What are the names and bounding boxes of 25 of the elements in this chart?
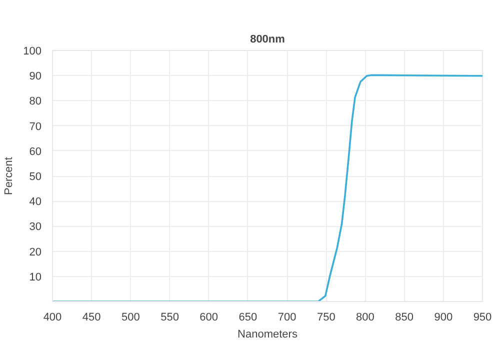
x-tick-label: 750 bbox=[316, 312, 336, 324]
x-tick-label: 650 bbox=[238, 312, 258, 324]
x-tick-label: 900 bbox=[434, 312, 453, 324]
x-tick-label: 500 bbox=[122, 312, 140, 324]
x-tick-label: 450 bbox=[82, 312, 101, 324]
y-tick-label: 40 bbox=[29, 196, 42, 208]
y-tick-label: 90 bbox=[29, 70, 42, 83]
y-tick-label: 20 bbox=[29, 246, 42, 258]
x-tick-label: 800 bbox=[356, 312, 374, 324]
y-tick-label: 70 bbox=[29, 120, 42, 133]
y-tick-label: 30 bbox=[29, 221, 42, 234]
x-tick-label: 400 bbox=[43, 312, 62, 324]
x-axis-title: Nanometers bbox=[238, 328, 298, 340]
y-tick-label: 10 bbox=[29, 271, 42, 284]
y-tick-label: 50 bbox=[29, 171, 42, 183]
x-tick-label: 600 bbox=[200, 312, 218, 324]
y-tick-label: 60 bbox=[29, 146, 42, 158]
x-tick-label: 850 bbox=[395, 312, 414, 324]
x-tick-label: 700 bbox=[278, 312, 296, 324]
y-tick-label: 100 bbox=[23, 46, 42, 58]
y-tick-label: 80 bbox=[29, 96, 42, 108]
y-axis-title: Percent bbox=[3, 157, 16, 195]
x-tick-label: 550 bbox=[160, 312, 179, 324]
chart-title: 800nm bbox=[250, 34, 286, 46]
x-tick-label: 950 bbox=[473, 312, 492, 324]
